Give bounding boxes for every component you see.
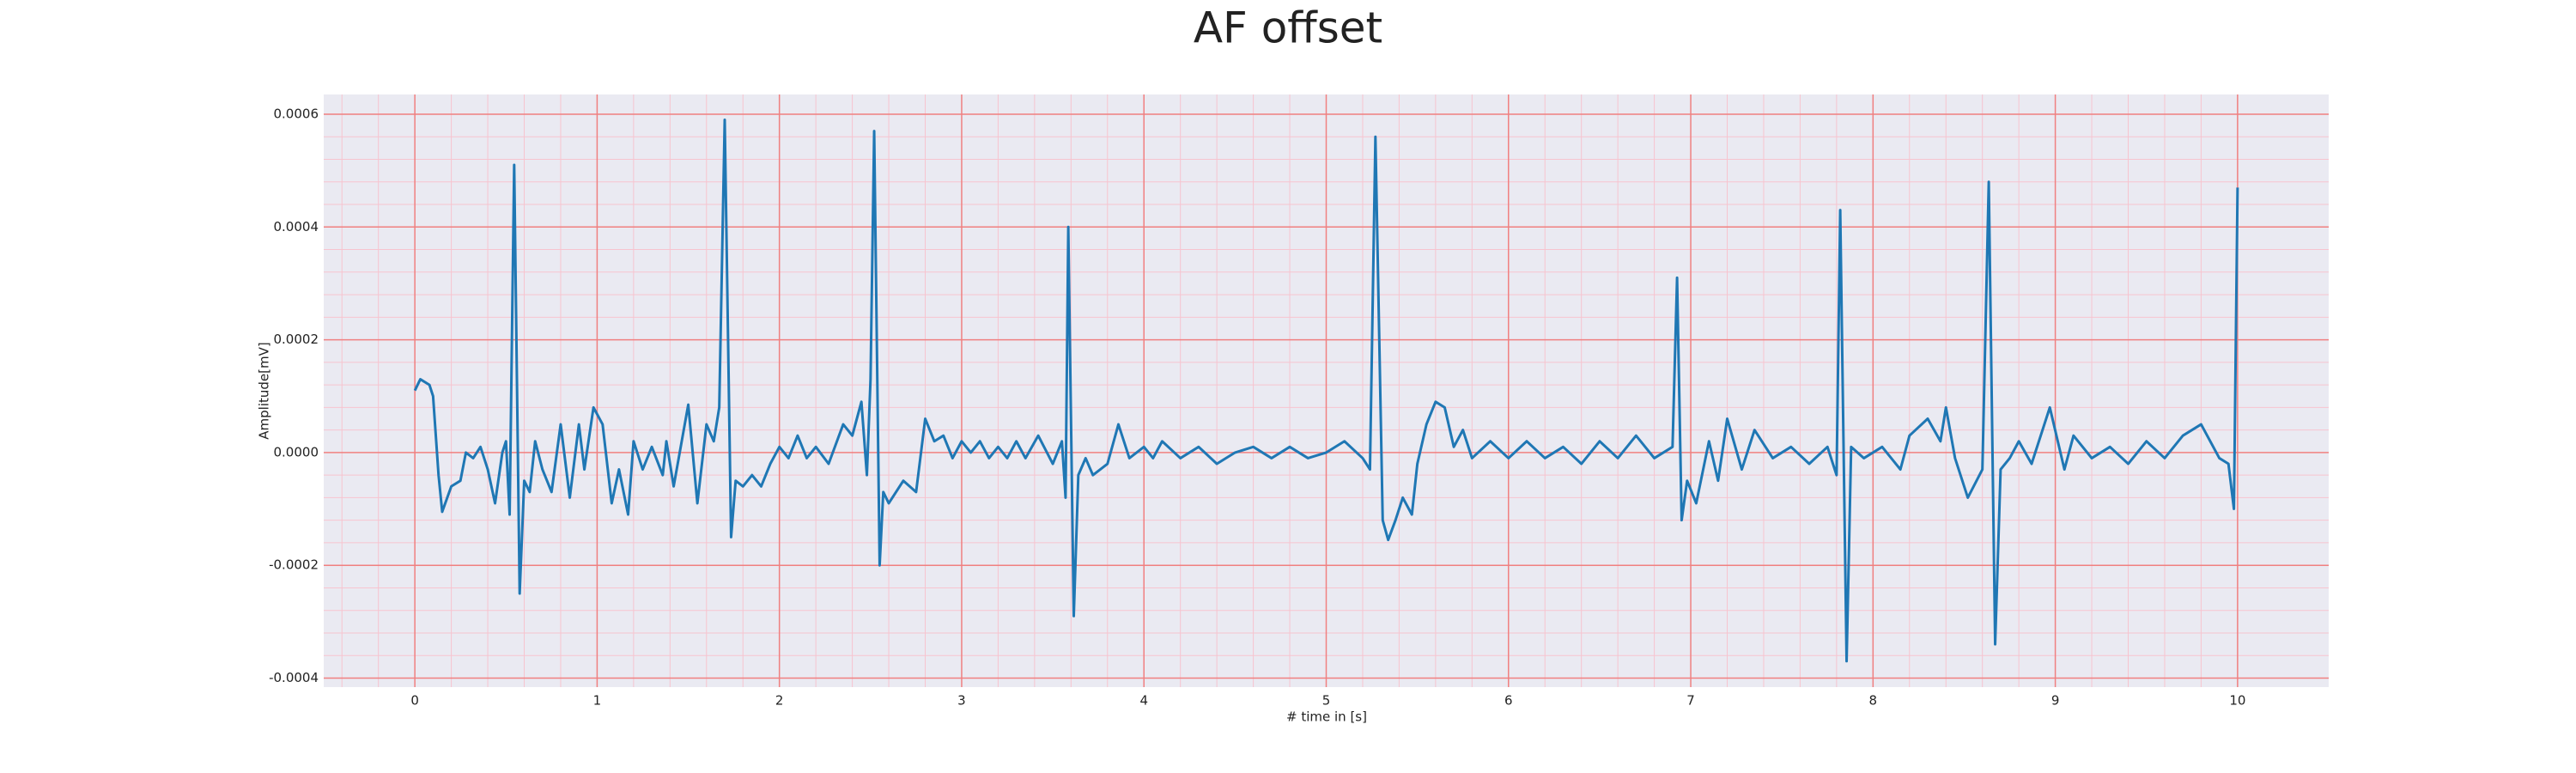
y-tick-label: 0.0006 [274,106,319,121]
x-tick-label: 0 [410,693,419,709]
x-tick-label: 7 [1686,693,1695,709]
x-axis-label: # time in [s] [1286,709,1367,725]
x-tick-label: 9 [2051,693,2060,709]
x-tick-label: 6 [1504,693,1513,709]
x-tick-label: 3 [957,693,966,709]
y-tick-label: 0.0002 [274,332,319,347]
x-tick-label: 5 [1322,693,1331,709]
x-tick-label: 10 [2229,693,2245,709]
y-tick-label: -0.0002 [269,557,319,573]
y-tick-label: 0.0000 [274,444,319,460]
y-tick-label: 0.0004 [274,219,319,234]
x-tick-label: 4 [1139,693,1148,709]
chart-title: AF offset [1194,3,1382,53]
y-tick-label: -0.0004 [269,670,319,685]
y-axis-label: Amplitude[mV] [257,342,272,439]
signal-line [413,119,2239,663]
x-tick-label: 2 [775,693,784,709]
x-tick-label: 1 [593,693,602,709]
x-tick-label: 8 [1869,693,1878,709]
